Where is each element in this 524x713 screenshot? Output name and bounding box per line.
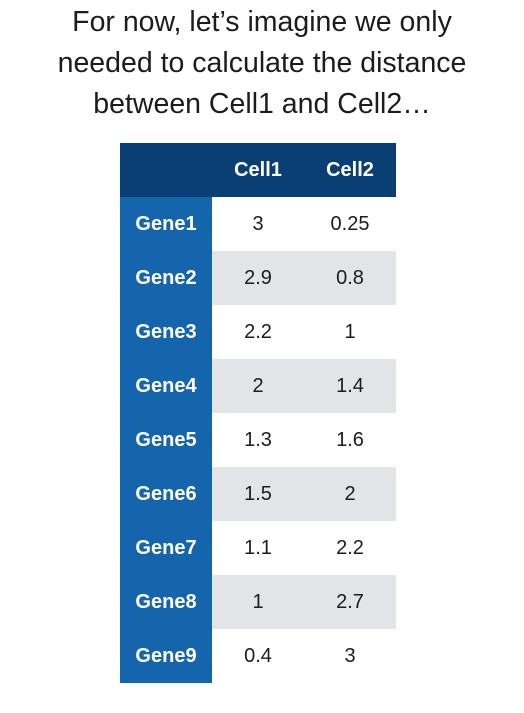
row-header-gene: Gene5	[120, 413, 212, 467]
table-header-row: Cell1 Cell2	[120, 143, 396, 197]
slide-title-line-2: needed to calculate the distance	[57, 47, 467, 79]
cell2-value: 3	[304, 629, 396, 683]
cell1-value: 1.5	[212, 467, 304, 521]
row-header-gene: Gene1	[120, 197, 212, 251]
table-row: Gene4 2 1.4	[120, 359, 396, 413]
cell1-value: 0.4	[212, 629, 304, 683]
column-header-cell2: Cell2	[304, 143, 396, 197]
table-row: Gene7 1.1 2.2	[120, 521, 396, 575]
cell2-value: 2.2	[304, 521, 396, 575]
table-row: Gene6 1.5 2	[120, 467, 396, 521]
cell1-value: 3	[212, 197, 304, 251]
table-corner-cell	[120, 143, 212, 197]
cell2-value: 1.6	[304, 413, 396, 467]
table-row: Gene2 2.9 0.8	[120, 251, 396, 305]
gene-expression-table: Cell1 Cell2 Gene1 3 0.25 Gene2 2.9 0.8 G…	[120, 143, 396, 683]
row-header-gene: Gene7	[120, 521, 212, 575]
table-row: Gene3 2.2 1	[120, 305, 396, 359]
row-header-gene: Gene3	[120, 305, 212, 359]
cell1-value: 1.1	[212, 521, 304, 575]
cell1-value: 2.2	[212, 305, 304, 359]
row-header-gene: Gene9	[120, 629, 212, 683]
row-header-gene: Gene6	[120, 467, 212, 521]
cell2-value: 2	[304, 467, 396, 521]
slide-title: For now, let’s imagine we only needed to…	[0, 2, 524, 125]
row-header-gene: Gene8	[120, 575, 212, 629]
cell2-value: 1.4	[304, 359, 396, 413]
column-header-cell1: Cell1	[212, 143, 304, 197]
cell1-value: 2.9	[212, 251, 304, 305]
cell1-value: 1	[212, 575, 304, 629]
table-row: Gene8 1 2.7	[120, 575, 396, 629]
cell2-value: 0.25	[304, 197, 396, 251]
cell1-value: 1.3	[212, 413, 304, 467]
row-header-gene: Gene4	[120, 359, 212, 413]
row-header-gene: Gene2	[120, 251, 212, 305]
cell1-value: 2	[212, 359, 304, 413]
cell2-value: 2.7	[304, 575, 396, 629]
table-row: Gene1 3 0.25	[120, 197, 396, 251]
slide-title-line-3: between Cell1 and Cell2…	[93, 88, 431, 120]
table-row: Gene5 1.3 1.6	[120, 413, 396, 467]
slide-title-line-1: For now, let’s imagine we only	[72, 6, 452, 38]
cell2-value: 0.8	[304, 251, 396, 305]
cell2-value: 1	[304, 305, 396, 359]
table-row: Gene9 0.4 3	[120, 629, 396, 683]
